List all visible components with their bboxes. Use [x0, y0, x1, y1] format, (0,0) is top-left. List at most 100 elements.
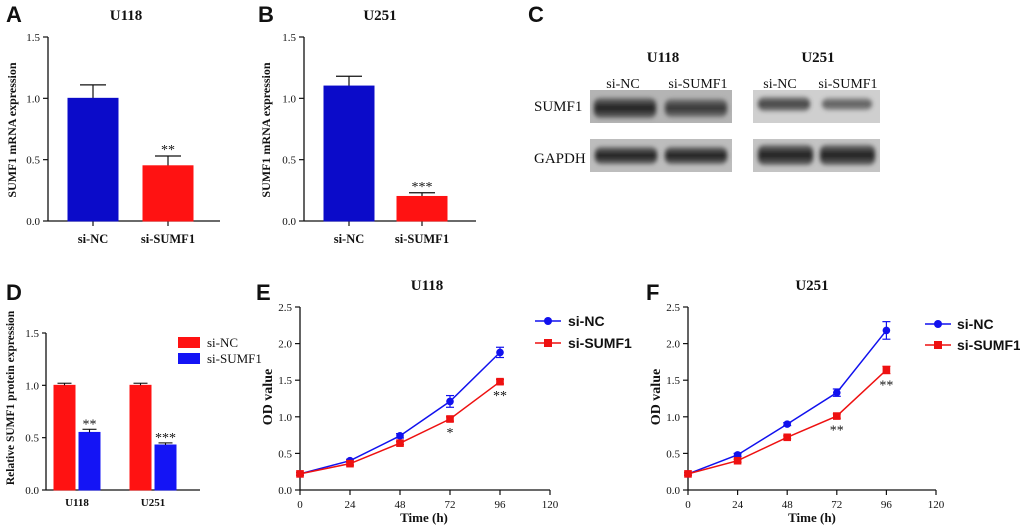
panel-d-legend: si-NC si-SUMF1: [178, 335, 262, 366]
legend-label-si-nc: si-NC: [207, 335, 238, 350]
y-tick-label: 1.5: [26, 32, 40, 44]
y-tick-label: 1.5: [278, 375, 292, 387]
panel-f-axes: 0.0 0.5 1.0 1.5 2.0 2.5 0 24 48 72 96 120: [666, 302, 945, 511]
panel-a-label: A: [6, 2, 22, 27]
panel-a-title: U118: [110, 8, 143, 24]
y-tick-label: 1.0: [666, 412, 680, 424]
panel-d-axes: 0.0 0.5 1.0 1.5 U118 U251: [25, 328, 200, 509]
legend-label-si-sumf1: si-SUMF1: [568, 335, 632, 351]
y-tick-label: 1.5: [666, 375, 680, 387]
legend-label-si-sumf1: si-SUMF1: [207, 351, 262, 366]
blot-band: [822, 98, 872, 110]
bar: [396, 195, 448, 222]
panel-c: C U118 U251 si-NC si-SUMF1 si-NC si-SUMF…: [528, 2, 880, 172]
bar: [129, 384, 152, 491]
panel-d-bars: *****: [53, 382, 177, 491]
data-point: [833, 388, 841, 397]
panel-b-bars: ***: [323, 75, 448, 222]
panel-f-lines: ** **: [684, 321, 893, 478]
blot-band: [594, 98, 656, 118]
panel-f: F U251 OD value Time (h) 0.0 0.5 1.0 1.5 2.0…: [646, 278, 1020, 525]
y-tick-label: 1.0: [26, 93, 40, 105]
blot-lane-label: si-NC: [606, 77, 639, 92]
x-tick-label: 0: [297, 499, 303, 511]
blot-band: [665, 99, 727, 117]
panel-d-label: D: [6, 280, 22, 305]
category-label: U251: [141, 497, 165, 509]
series-line: [299, 381, 501, 475]
y-tick-label: 2.5: [666, 302, 680, 314]
panel-b-label: B: [258, 2, 274, 27]
y-tick-label: 0.5: [26, 155, 40, 167]
panel-e-x-axis-label: Time (h): [400, 510, 448, 525]
panel-a: A U118 SUMF1 mRNA expression 0.0 0.5 1.0 1.…: [5, 2, 220, 246]
legend-swatch-si-sumf1: [178, 353, 200, 364]
data-point: [296, 470, 304, 478]
y-tick-label: 2.5: [278, 302, 292, 314]
significance-label: *: [447, 426, 454, 441]
panel-f-legend: si-NC si-SUMF1: [925, 316, 1020, 353]
significance-label: ***: [155, 431, 176, 446]
bar: [323, 85, 375, 222]
blot-band: [595, 147, 657, 164]
legend-label-si-sumf1: si-SUMF1: [957, 337, 1020, 353]
data-point: [496, 377, 504, 386]
blot-group-title-u251: U251: [801, 50, 834, 66]
blot-band: [758, 97, 810, 111]
data-point: [684, 470, 692, 478]
category-label: si-SUMF1: [395, 232, 449, 246]
significance-label: **: [161, 143, 175, 158]
x-tick-label: 48: [782, 499, 794, 511]
panel-f-title: U251: [795, 278, 828, 294]
data-point: [496, 348, 504, 357]
blot-group-title-u118: U118: [647, 50, 680, 66]
data-point: [783, 420, 791, 428]
series-line: [299, 351, 501, 475]
data-point: [783, 433, 791, 442]
data-point: [882, 326, 891, 335]
panel-d: D Relative SUMF1 protein expression 0.00…: [5, 280, 262, 509]
x-tick-label: 96: [881, 499, 893, 511]
panel-f-x-axis-label: Time (h): [788, 510, 836, 525]
panel-e-legend: si-NC si-SUMF1: [535, 313, 632, 351]
panel-f-y-axis-label: OD value: [649, 369, 664, 425]
y-tick-label: 0.5: [25, 433, 39, 445]
y-tick-label: 0.5: [282, 155, 296, 167]
panel-e-title: U118: [411, 278, 444, 294]
legend-swatch-si-nc: [178, 337, 200, 348]
bar: [53, 384, 76, 491]
panel-e-y-axis-label: OD value: [261, 369, 276, 425]
y-tick-label: 1.0: [278, 412, 292, 424]
y-tick-label: 1.5: [25, 328, 39, 340]
bar: [78, 431, 101, 491]
panel-e-axes: 0.0 0.5 1.0 1.5 2.0 2.5 0 24 48 72 96 120: [278, 302, 559, 511]
legend-marker-si-sumf1: [544, 339, 552, 347]
x-tick-label: 96: [495, 499, 507, 511]
data-point: [396, 432, 404, 440]
significance-label: **: [83, 417, 97, 432]
data-point: [833, 412, 841, 420]
panel-e-lines: ***: [296, 346, 507, 478]
x-tick-label: 72: [831, 499, 842, 511]
x-tick-label: 72: [445, 499, 456, 511]
x-tick-label: 24: [345, 499, 357, 511]
data-point: [882, 366, 891, 374]
blot-row-label-gapdh: GAPDH: [534, 151, 586, 167]
blot-band: [820, 145, 875, 165]
legend-label-si-nc: si-NC: [957, 316, 994, 332]
panel-b-title: U251: [363, 8, 396, 24]
data-point: [396, 439, 404, 447]
legend-marker-si-sumf1: [934, 341, 942, 349]
y-tick-label: 0.0: [278, 485, 292, 497]
blot-lane-label: si-SUMF1: [818, 77, 877, 92]
x-tick-label: 120: [542, 499, 559, 511]
data-point: [446, 397, 454, 406]
blot-band: [665, 147, 727, 164]
bar: [67, 97, 119, 222]
series-line: [687, 329, 887, 475]
y-tick-label: 1.5: [282, 32, 296, 44]
blot-lane-label: si-NC: [763, 77, 796, 92]
legend-marker-si-nc: [544, 317, 552, 325]
significance-label: **: [493, 389, 507, 404]
panel-b-axes: 0.0 0.5 1.0 1.5 si-NC si-SUMF1: [282, 32, 476, 246]
